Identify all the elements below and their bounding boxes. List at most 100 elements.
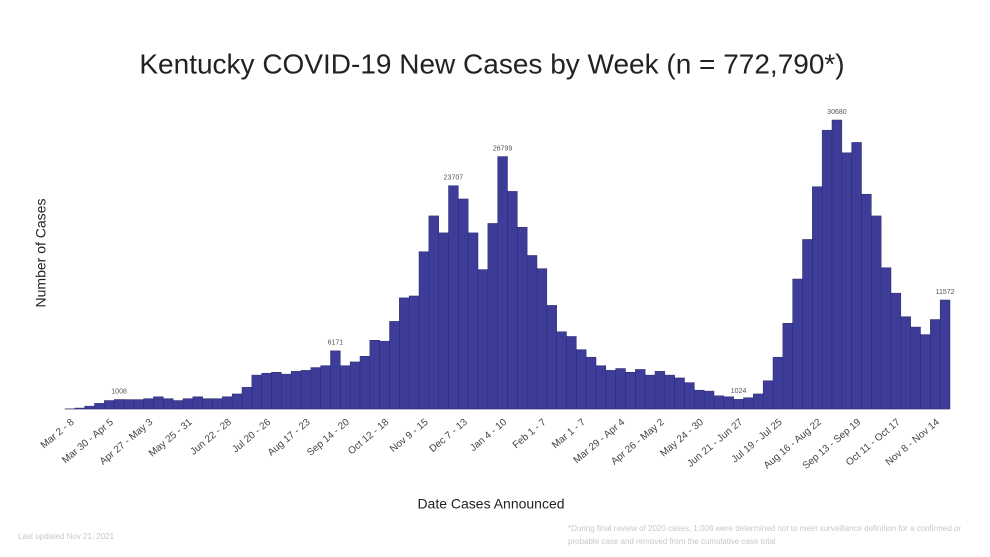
x-tick-label: Nov 9 - 15 <box>388 417 431 455</box>
bar <box>772 356 784 410</box>
bar <box>517 226 528 410</box>
bar <box>320 365 331 410</box>
bar <box>625 372 636 410</box>
bar <box>880 267 892 410</box>
x-tick-label: May 25 - 31 <box>147 417 195 460</box>
bar <box>261 372 272 410</box>
bar <box>271 372 282 410</box>
x-tick-label: Sep 14 - 20 <box>305 417 352 459</box>
bar <box>369 339 380 410</box>
bar <box>418 251 430 410</box>
x-tick-label: Feb 1 - 7 <box>511 417 549 451</box>
data-label: 30680 <box>827 109 847 116</box>
bar <box>192 396 203 410</box>
bar <box>379 340 390 410</box>
bar <box>84 405 95 410</box>
data-label: 23707 <box>444 175 464 182</box>
bar <box>399 297 410 410</box>
bar <box>310 367 321 410</box>
bar <box>595 365 607 410</box>
bar <box>133 399 144 410</box>
bar <box>330 350 341 410</box>
chart-title: Kentucky COVID-19 New Cases by Week (n =… <box>139 48 844 79</box>
bar <box>526 255 538 410</box>
bar <box>812 186 823 410</box>
data-label: 26799 <box>493 145 513 152</box>
data-label: 1008 <box>111 388 127 395</box>
bar <box>163 398 174 410</box>
bar <box>546 305 557 410</box>
bar <box>890 292 902 410</box>
bar <box>635 369 646 410</box>
bar <box>802 239 813 410</box>
bar <box>703 390 715 410</box>
bar <box>94 403 105 410</box>
bar <box>910 326 921 410</box>
bar <box>438 232 449 410</box>
bar <box>792 278 803 410</box>
bar <box>123 399 135 410</box>
bar <box>753 393 764 410</box>
bar <box>536 268 548 410</box>
bar <box>821 129 833 410</box>
y-axis-label: Number of Cases <box>33 199 49 308</box>
bar <box>143 398 154 410</box>
x-tick-label: Oct 12 - 18 <box>346 417 391 458</box>
bar <box>694 389 705 410</box>
bar <box>281 373 292 410</box>
bar <box>182 398 194 410</box>
bar <box>241 387 253 410</box>
data-label: 1024 <box>731 388 747 395</box>
x-tick-label: Mar 1 - 7 <box>550 417 588 451</box>
bar <box>300 370 312 410</box>
bar <box>920 334 931 410</box>
x-tick-label: Mar 2 - 8 <box>39 417 77 451</box>
bar <box>743 397 754 410</box>
bar <box>930 319 941 410</box>
bar <box>762 380 774 410</box>
bar <box>222 396 233 410</box>
bar <box>153 396 164 410</box>
x-tick-label: Dec 7 - 13 <box>427 417 470 455</box>
bar <box>674 377 685 410</box>
bar <box>684 382 695 410</box>
bar <box>467 232 479 410</box>
bar <box>713 395 725 410</box>
bar <box>939 299 951 410</box>
bar <box>605 370 616 410</box>
bar <box>487 223 498 410</box>
bar <box>359 356 371 410</box>
bar <box>340 365 351 410</box>
bar <box>113 399 125 410</box>
x-axis-label: Date Cases Announced <box>417 496 564 512</box>
bar <box>349 361 361 410</box>
bar <box>723 396 734 410</box>
x-tick-label: Jan 4 - 10 <box>468 417 509 454</box>
data-label: 11572 <box>936 289 955 296</box>
bar <box>585 356 597 410</box>
bar <box>477 269 489 410</box>
bar <box>566 336 577 410</box>
bar <box>556 331 567 410</box>
bar <box>507 191 518 410</box>
bar <box>389 321 400 410</box>
bar <box>615 368 626 410</box>
data-label: 6171 <box>328 340 344 347</box>
bar <box>448 185 459 410</box>
bar <box>408 295 420 410</box>
bar <box>172 400 184 410</box>
bar <box>733 399 744 410</box>
bar <box>428 215 439 410</box>
bar <box>900 316 911 410</box>
bar <box>861 193 872 410</box>
bar <box>664 374 675 410</box>
bar <box>458 198 469 410</box>
bar <box>104 400 115 410</box>
note: Last updated Nov 21, 2021 <box>18 532 115 541</box>
bar <box>654 371 666 410</box>
bar <box>576 349 587 410</box>
bar <box>851 142 862 410</box>
footnote: *During final review of 2020 cases, 1,00… <box>568 524 962 546</box>
